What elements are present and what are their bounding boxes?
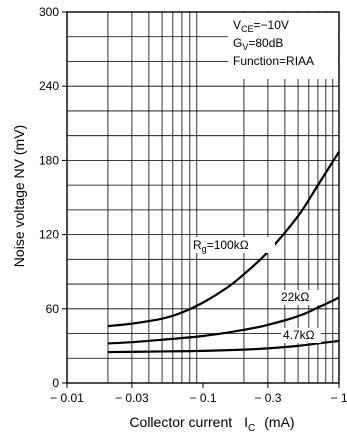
series-label-0-rest: =100kΩ	[207, 238, 249, 252]
series-line-2	[107, 339, 340, 354]
condition-line-2-main: Function=RIAA	[233, 54, 314, 68]
y-tick-label: 120	[39, 228, 59, 242]
condition-line-0-main: V	[233, 18, 241, 32]
series-label-1: 22kΩ	[281, 290, 309, 304]
tick-labels: − 0.01 − 0.03 − 0.1 − 0.3 − 1 0 60 120 180 240 300	[39, 5, 347, 405]
x-axis-label-main: Collector current	[129, 414, 232, 430]
series-label-2: 4.7kΩ	[283, 328, 315, 342]
series-line-1	[107, 296, 340, 345]
series-label-0-main: R	[193, 238, 202, 252]
series-label-bg	[281, 328, 321, 343]
x-axis-label-unit: (mA)	[264, 414, 294, 430]
x-tick-label: − 0.03	[115, 391, 149, 405]
y-tick-label: 240	[39, 79, 59, 93]
condition-line-1-main: G	[233, 36, 242, 50]
y-tick-label: 180	[39, 153, 59, 167]
conditions-box	[228, 13, 338, 79]
series-curves	[107, 151, 340, 354]
series-label-0: Rg=100kΩ	[193, 238, 249, 254]
x-axis-label-symbol: I	[244, 414, 248, 430]
x-axis-label-sub: C	[248, 423, 255, 434]
condition-line-0-rest: =−10V	[254, 18, 289, 32]
y-axis-label: Noise voltage NV (mV)	[11, 125, 27, 267]
x-axis-label: Collector current IC (mA)	[129, 414, 294, 434]
condition-line-0: VCE=−10V	[233, 18, 289, 34]
series-label-1-main: 22kΩ	[281, 290, 309, 304]
series-labels: Rg=100kΩ 22kΩ 4.7kΩ	[191, 237, 321, 343]
series-label-bg	[191, 237, 275, 253]
condition-line-1-rest: =80dB	[248, 36, 283, 50]
condition-line-2: Function=RIAA	[233, 54, 314, 68]
x-tick-label: − 1	[330, 391, 347, 405]
series-label-bg	[279, 290, 319, 305]
x-tick-label: − 0.01	[50, 391, 84, 405]
y-tick-label: 0	[52, 376, 59, 390]
condition-line-0-sub: CE	[241, 24, 254, 34]
series-label-2-main: 4.7kΩ	[283, 328, 315, 342]
condition-line-1-sub: V	[242, 42, 248, 52]
series-line-0	[107, 151, 340, 328]
x-tick-label: − 0.3	[254, 391, 281, 405]
tick-marks	[62, 11, 340, 388]
y-tick-label: 60	[46, 302, 60, 316]
series-label-0-sub: g	[202, 244, 207, 254]
x-tick-label: − 0.1	[189, 391, 216, 405]
y-tick-label: 300	[39, 5, 59, 19]
condition-line-1: GV=80dB	[233, 36, 283, 52]
